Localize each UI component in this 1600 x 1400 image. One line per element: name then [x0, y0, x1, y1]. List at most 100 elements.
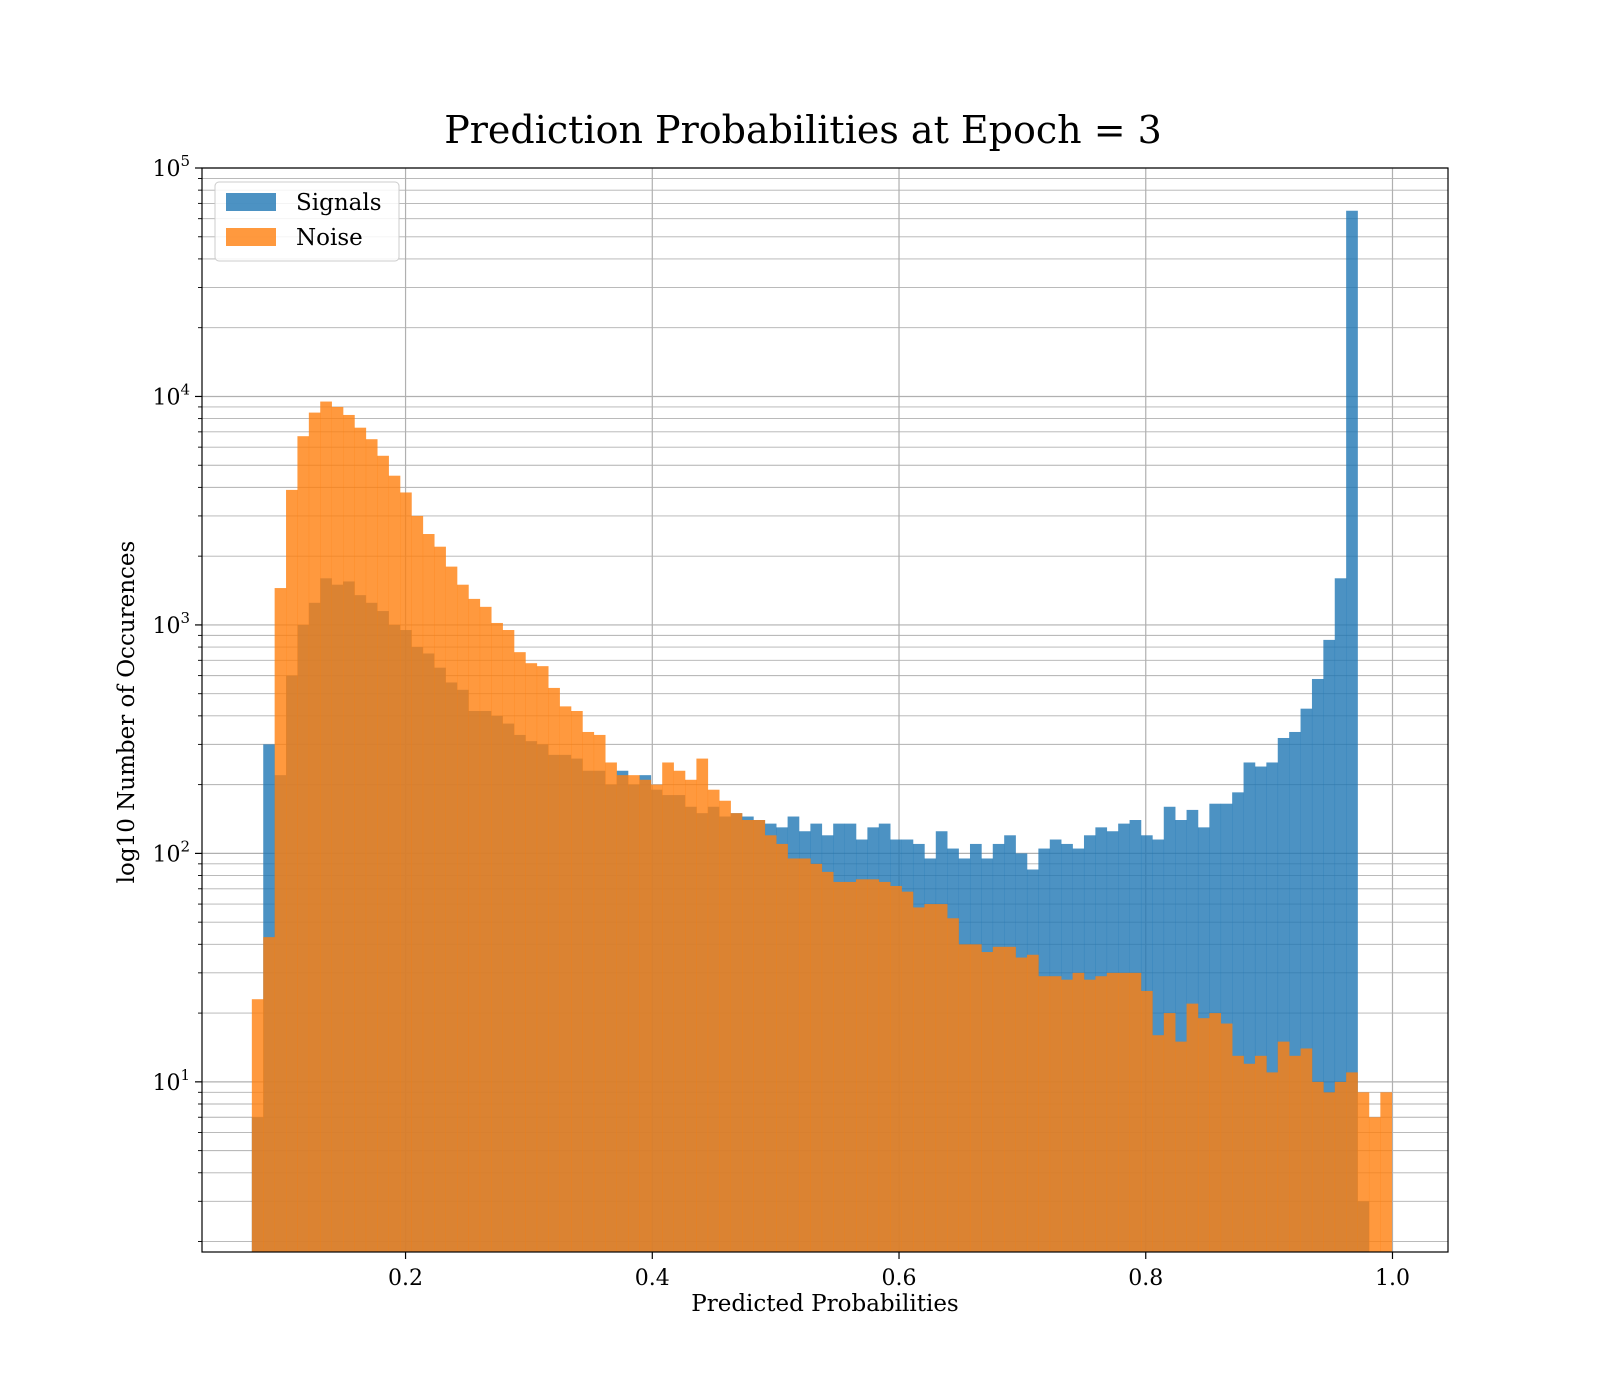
- bar-noise: [833, 881, 845, 1252]
- bar-noise: [331, 406, 344, 1252]
- bar-noise: [593, 734, 606, 1252]
- bar-noise: [343, 414, 355, 1252]
- bar-noise: [628, 775, 640, 1252]
- bar-noise: [308, 412, 321, 1252]
- bar-noise: [1300, 1048, 1313, 1252]
- bar-signals: [1300, 708, 1313, 1252]
- bar-noise: [821, 871, 834, 1252]
- bar-noise: [912, 907, 925, 1252]
- bar-noise: [1289, 1055, 1301, 1252]
- bar-noise: [445, 566, 458, 1252]
- bar-noise: [947, 918, 959, 1252]
- x-tick-label: 0.2: [388, 1266, 423, 1291]
- bar-noise: [844, 881, 857, 1252]
- legend-label-noise: Noise: [296, 225, 363, 251]
- bar-noise: [1038, 976, 1051, 1252]
- bar-noise: [776, 843, 788, 1252]
- bar-signals: [1277, 737, 1290, 1252]
- bar-noise: [1323, 1092, 1336, 1252]
- bar-noise: [1129, 972, 1142, 1252]
- x-tick-label: 0.6: [882, 1266, 917, 1291]
- bar-noise: [1004, 946, 1016, 1252]
- bar-noise: [1095, 976, 1108, 1252]
- bar-noise: [1197, 1018, 1210, 1252]
- bar-noise: [468, 598, 481, 1252]
- y-tick-label: 102: [152, 837, 190, 867]
- bar-noise: [1026, 954, 1039, 1252]
- bar-noise: [548, 687, 560, 1252]
- bar-noise: [1311, 1081, 1324, 1252]
- bar-noise: [388, 475, 401, 1252]
- bar-noise: [707, 789, 720, 1252]
- bar-noise: [491, 622, 503, 1252]
- y-tick-label: 105: [152, 152, 190, 182]
- bar-noise: [422, 534, 435, 1252]
- bar-noise: [890, 885, 902, 1252]
- bar-noise: [969, 944, 982, 1252]
- axes: 0.2 0.4 0.6 0.8 1.0 101 102 103 104 105: [152, 152, 1449, 1291]
- bar-noise: [1357, 1092, 1370, 1252]
- bar-noise: [297, 436, 310, 1252]
- legend-label-signals: Signals: [296, 190, 382, 216]
- bar-noise: [719, 800, 731, 1252]
- bar-noise: [1049, 976, 1062, 1252]
- bar-noise: [1254, 1055, 1267, 1252]
- bar-noise: [354, 427, 367, 1252]
- bar-noise: [1368, 1117, 1381, 1252]
- bar-noise: [992, 946, 1005, 1252]
- bar-noise: [1106, 972, 1119, 1252]
- bar-noise: [479, 606, 492, 1252]
- bar-noise: [958, 944, 971, 1252]
- bar-noise: [525, 663, 538, 1252]
- bar-noise: [981, 952, 994, 1252]
- y-axis-label: log10 Number of Occurences: [114, 541, 140, 884]
- bar-signals: [1175, 820, 1187, 1252]
- bar-noise: [1140, 990, 1153, 1252]
- y-tick-label: 103: [152, 609, 190, 639]
- bar-noise: [1015, 957, 1028, 1252]
- bar-noise: [377, 455, 389, 1252]
- y-tick-label: 101: [152, 1066, 190, 1096]
- bar-noise: [536, 666, 549, 1252]
- bar-noise: [1232, 1055, 1244, 1252]
- bar-noise: [1266, 1072, 1279, 1252]
- bar-noise: [1061, 979, 1073, 1252]
- bar-noise: [753, 820, 766, 1252]
- bar-noise: [457, 584, 469, 1252]
- bar-noise: [320, 401, 332, 1252]
- bar-noise: [662, 762, 674, 1252]
- bar-noise: [616, 775, 629, 1252]
- bar-noise: [810, 863, 823, 1252]
- bar-signals: [1346, 210, 1358, 1253]
- legend: Signals Noise: [214, 181, 400, 262]
- bar-noise: [730, 813, 743, 1252]
- bar-noise: [935, 904, 948, 1252]
- bar-noise: [274, 588, 287, 1252]
- bar-signals: [1266, 762, 1279, 1252]
- bar-noise: [673, 770, 686, 1252]
- bar-noise: [263, 937, 275, 1252]
- bar-noise: [1152, 1035, 1165, 1252]
- bar-noise: [741, 820, 754, 1252]
- bar-noise: [559, 706, 572, 1252]
- bar-noise: [878, 881, 891, 1252]
- bar-noise: [582, 731, 595, 1252]
- bar-noise: [650, 784, 663, 1252]
- x-tick-label: 1.0: [1375, 1266, 1410, 1291]
- bar-signals: [1311, 678, 1324, 1252]
- bar-signals: [1243, 762, 1256, 1252]
- bar-noise: [434, 546, 446, 1252]
- x-axis-label: Predicted Probabilities: [691, 1291, 959, 1317]
- bar-signals: [1289, 731, 1301, 1252]
- bar-noise: [764, 835, 777, 1252]
- bar-signals: [1254, 766, 1267, 1252]
- bar-noise: [251, 999, 264, 1252]
- bar-noise: [605, 762, 617, 1252]
- bar-signals: [1334, 578, 1347, 1252]
- x-tick-label: 0.8: [1128, 1266, 1163, 1291]
- bar-noise: [286, 489, 298, 1252]
- bar-noise: [1220, 1023, 1233, 1252]
- bar-noise: [1380, 1092, 1393, 1252]
- bar-noise: [798, 858, 811, 1252]
